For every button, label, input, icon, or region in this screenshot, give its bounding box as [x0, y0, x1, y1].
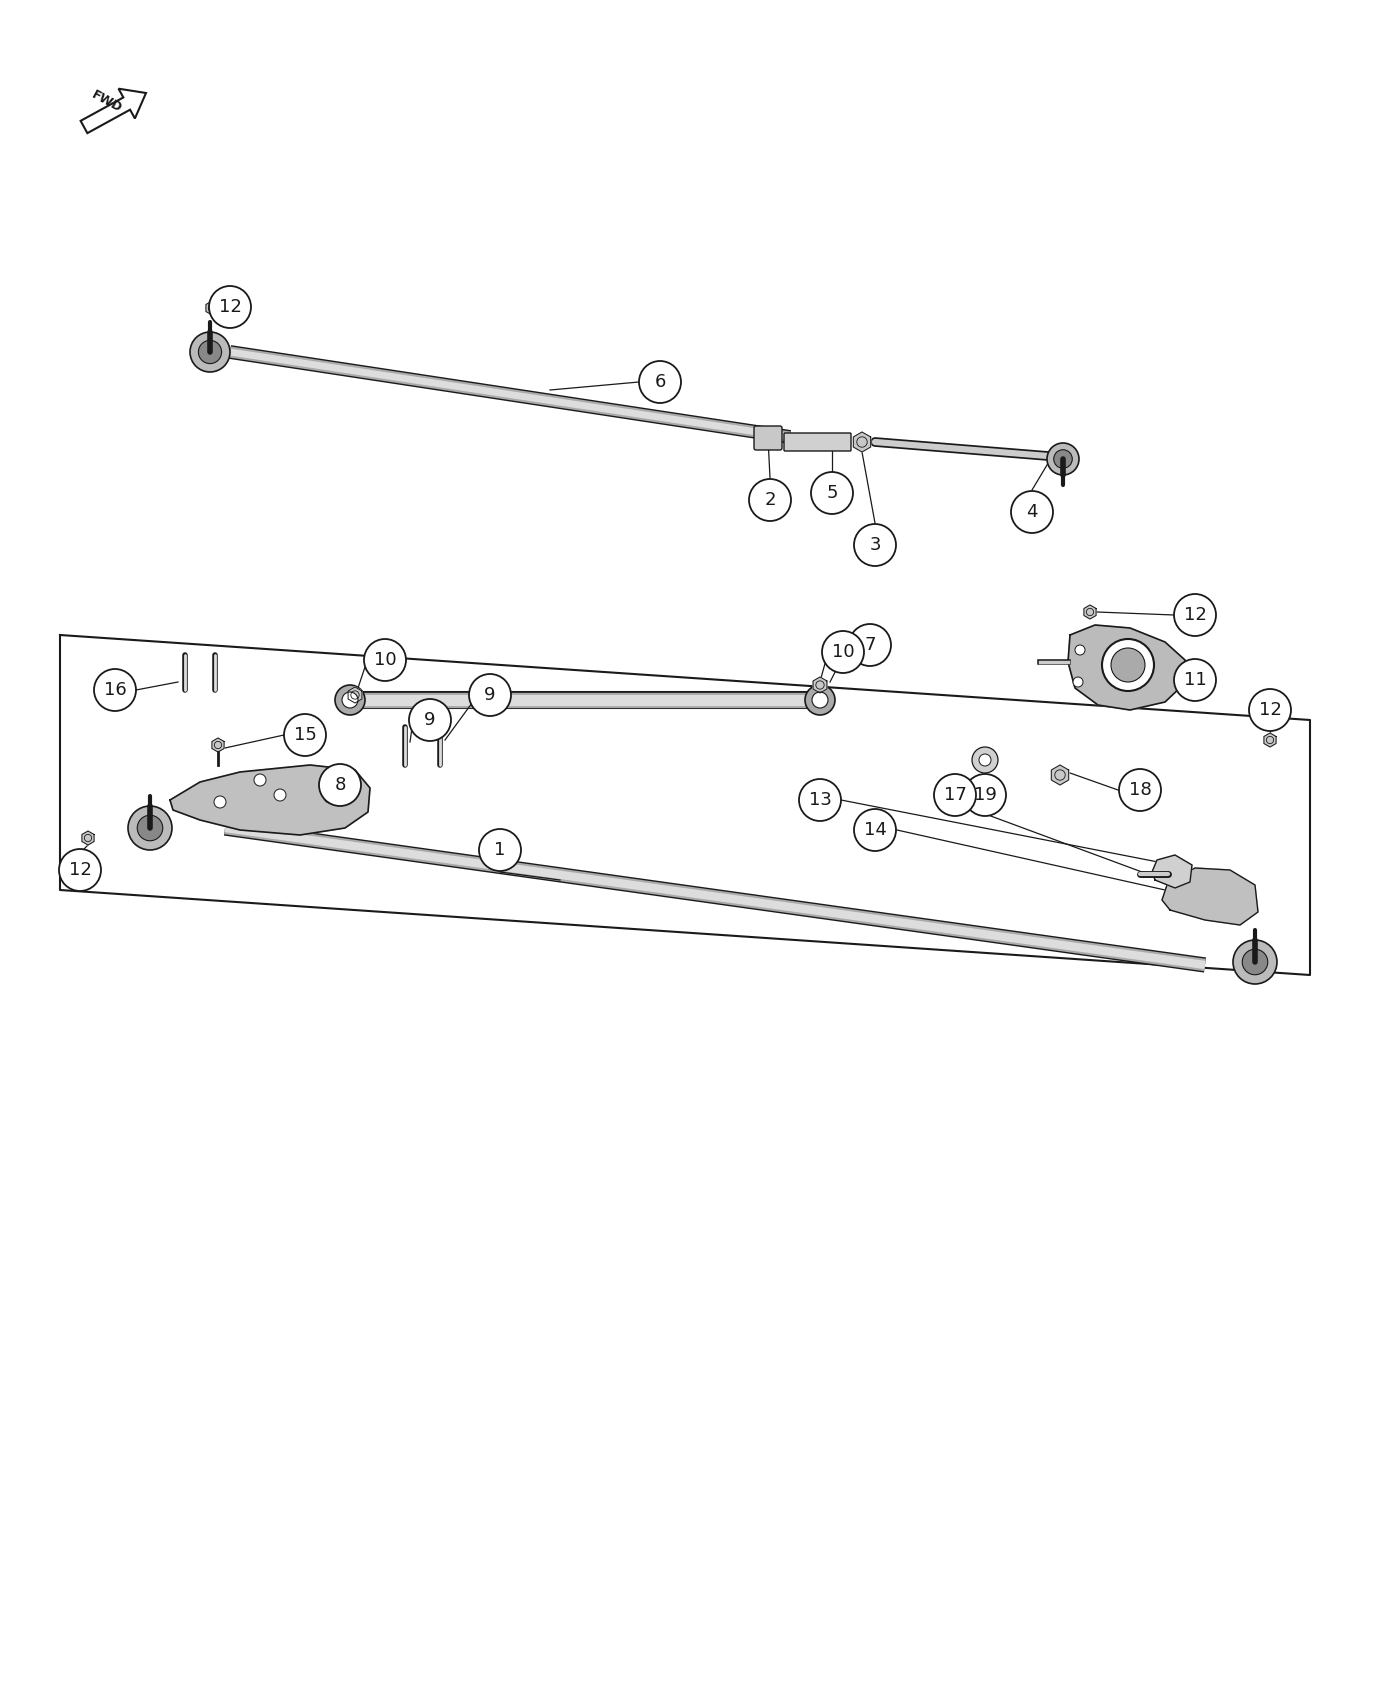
Circle shape [1072, 677, 1084, 687]
Circle shape [342, 692, 358, 707]
Circle shape [1075, 644, 1085, 654]
Circle shape [638, 360, 680, 403]
Polygon shape [1051, 765, 1068, 785]
Circle shape [965, 774, 1007, 816]
Polygon shape [206, 301, 218, 314]
Circle shape [822, 631, 864, 673]
Circle shape [274, 789, 286, 801]
Circle shape [1112, 648, 1145, 682]
Circle shape [364, 639, 406, 682]
Polygon shape [1084, 605, 1096, 619]
Circle shape [209, 286, 251, 328]
Circle shape [812, 692, 827, 707]
Circle shape [1242, 949, 1268, 974]
Circle shape [1054, 450, 1072, 468]
Circle shape [253, 774, 266, 785]
Circle shape [1011, 491, 1053, 534]
Polygon shape [1264, 733, 1275, 746]
Text: 4: 4 [1026, 503, 1037, 520]
Circle shape [1047, 444, 1079, 474]
Circle shape [811, 473, 853, 513]
Text: 17: 17 [944, 785, 966, 804]
Text: 18: 18 [1128, 780, 1151, 799]
Text: 16: 16 [104, 682, 126, 699]
Text: 7: 7 [864, 636, 876, 654]
Circle shape [1119, 768, 1161, 811]
Text: 11: 11 [1183, 672, 1207, 688]
Text: 19: 19 [973, 785, 997, 804]
Circle shape [479, 830, 521, 870]
Text: 12: 12 [69, 860, 91, 879]
Circle shape [284, 714, 326, 756]
Text: 3: 3 [869, 536, 881, 554]
Polygon shape [83, 831, 94, 845]
Circle shape [190, 332, 230, 372]
Text: FWD: FWD [90, 88, 125, 116]
Text: 9: 9 [424, 711, 435, 729]
FancyBboxPatch shape [784, 434, 851, 450]
Circle shape [848, 624, 890, 666]
Text: 10: 10 [374, 651, 396, 670]
Text: 2: 2 [764, 491, 776, 508]
Polygon shape [349, 687, 363, 704]
Text: 6: 6 [654, 372, 665, 391]
Circle shape [934, 774, 976, 816]
Circle shape [319, 763, 361, 806]
Circle shape [94, 670, 136, 711]
Circle shape [749, 479, 791, 520]
Circle shape [979, 755, 991, 767]
Circle shape [805, 685, 834, 716]
Text: 9: 9 [484, 687, 496, 704]
Circle shape [972, 746, 998, 774]
Polygon shape [1068, 626, 1184, 711]
Text: 12: 12 [1183, 605, 1207, 624]
Text: 1: 1 [494, 842, 505, 858]
Circle shape [854, 809, 896, 852]
Text: 10: 10 [832, 643, 854, 661]
Circle shape [469, 673, 511, 716]
Polygon shape [813, 677, 827, 694]
Circle shape [799, 779, 841, 821]
FancyArrow shape [81, 88, 146, 133]
Text: 5: 5 [826, 484, 837, 501]
Text: 15: 15 [294, 726, 316, 745]
Circle shape [1175, 660, 1217, 700]
Polygon shape [169, 765, 370, 835]
Circle shape [854, 524, 896, 566]
Text: 12: 12 [1259, 700, 1281, 719]
Text: 14: 14 [864, 821, 886, 840]
Circle shape [323, 790, 336, 802]
Polygon shape [211, 738, 224, 751]
Text: 8: 8 [335, 775, 346, 794]
FancyBboxPatch shape [755, 427, 783, 450]
Circle shape [59, 848, 101, 891]
Circle shape [409, 699, 451, 741]
Polygon shape [1162, 869, 1259, 925]
Circle shape [127, 806, 172, 850]
Circle shape [199, 340, 221, 364]
Polygon shape [1152, 855, 1191, 887]
Circle shape [1233, 940, 1277, 984]
Circle shape [214, 796, 225, 807]
Polygon shape [854, 432, 871, 452]
Circle shape [137, 816, 162, 842]
Circle shape [1175, 593, 1217, 636]
Circle shape [335, 685, 365, 716]
Text: 13: 13 [809, 790, 832, 809]
Circle shape [1249, 688, 1291, 731]
Circle shape [1102, 639, 1154, 690]
Text: 12: 12 [218, 298, 241, 316]
